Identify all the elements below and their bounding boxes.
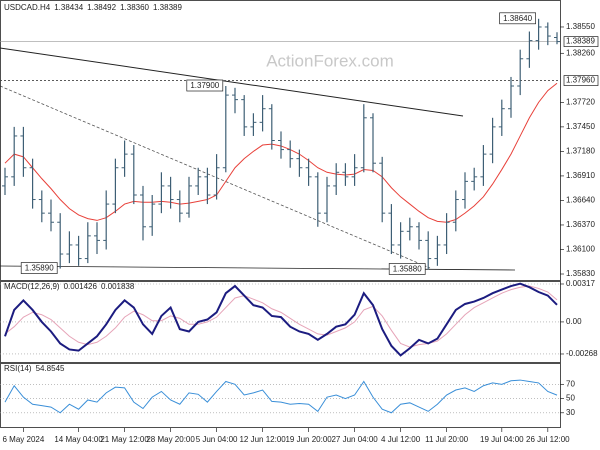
title: MACD(12,26,9) <box>4 282 60 291</box>
channel-line <box>0 85 431 269</box>
annotation-label: 1.35880 <box>393 265 422 274</box>
y-tick-label: 1.38550 <box>566 22 595 31</box>
x-tick-label: 28 May 20:00 <box>146 435 195 444</box>
y-tick-label: 70 <box>566 379 575 388</box>
x-tick-label: 21 May 12:00 <box>100 435 149 444</box>
y-tick-label: 1.37450 <box>566 122 595 131</box>
header-value: 1.38434 <box>54 3 83 12</box>
x-tick-label: 14 May 04:00 <box>54 435 103 444</box>
current-price-box <box>563 36 599 47</box>
symbol: USDCAD.H4 <box>4 3 51 12</box>
y-tick-label: 1.36100 <box>566 245 595 254</box>
current-value: 54.8545 <box>36 364 65 373</box>
x-tick-label: 4 Jul 12:00 <box>381 435 421 444</box>
y-tick-label: 0.00 <box>566 317 582 326</box>
x-tick-label: 19 Jul 04:00 <box>480 435 524 444</box>
x-tick-label: 11 Jul 20:00 <box>425 435 469 444</box>
header-value: 1.38360 <box>120 3 149 12</box>
level-label: 1.37960 <box>566 76 595 85</box>
current-value: 0.001838 <box>101 282 135 291</box>
trend-line <box>0 47 464 117</box>
y-tick-label: 1.35830 <box>566 269 595 278</box>
x-tick-label: 26 Jul 12:00 <box>526 435 570 444</box>
macd-line <box>4 282 558 357</box>
y-tick-label: -0.00268 <box>566 349 598 358</box>
rsi-line <box>4 379 558 414</box>
x-tick-label: 19 Jun 20:00 <box>285 435 332 444</box>
current-price-label: 1.38389 <box>566 37 595 46</box>
annotation-box <box>388 263 426 275</box>
y-tick-label: 1.36370 <box>566 220 595 229</box>
y-tick-label: 30 <box>566 408 575 417</box>
y-tick-label: 1.36640 <box>566 196 595 205</box>
panel-frame <box>0 0 561 281</box>
annotation-box <box>499 12 536 25</box>
support-line <box>0 265 516 271</box>
y-tick-label: 50 <box>566 394 575 403</box>
current-value: 0.001426 <box>64 282 98 291</box>
signal-line <box>4 285 558 348</box>
x-tick-label: 6 May 2024 <box>2 435 44 444</box>
y-tick-label: 1.36910 <box>566 171 595 180</box>
annotation-label: 1.38640 <box>503 14 532 23</box>
x-tick-label: 12 Jun 12:00 <box>239 435 286 444</box>
x-tick-label: 5 Jun 04:00 <box>196 435 238 444</box>
panel-frame <box>0 363 561 428</box>
y-tick-label: 1.38260 <box>566 48 595 57</box>
header-value: 1.38389 <box>153 3 182 12</box>
panel-title: RSI(14) 54.8545 <box>4 364 65 373</box>
annotation-label: 1.35890 <box>25 264 54 273</box>
chart-header: USDCAD.H4 1.38434 1.38492 1.38360 1.38389 <box>4 3 182 12</box>
x-tick-label: 27 Jun 04:00 <box>331 435 378 444</box>
header-value: 1.38492 <box>87 3 116 12</box>
annotation-label: 1.37900 <box>190 81 219 90</box>
annotation-box <box>186 79 224 92</box>
annotation-box <box>20 262 58 274</box>
watermark: ActionForex.com <box>266 51 394 70</box>
panel-title: MACD(12,26,9) 0.001426 0.001838 <box>4 282 135 291</box>
y-tick-label: 1.37180 <box>566 147 595 156</box>
title: RSI(14) <box>4 364 32 373</box>
y-tick-label: 1.37720 <box>566 97 595 106</box>
y-tick-label: 0.00317 <box>566 279 595 288</box>
level-box <box>563 75 599 86</box>
